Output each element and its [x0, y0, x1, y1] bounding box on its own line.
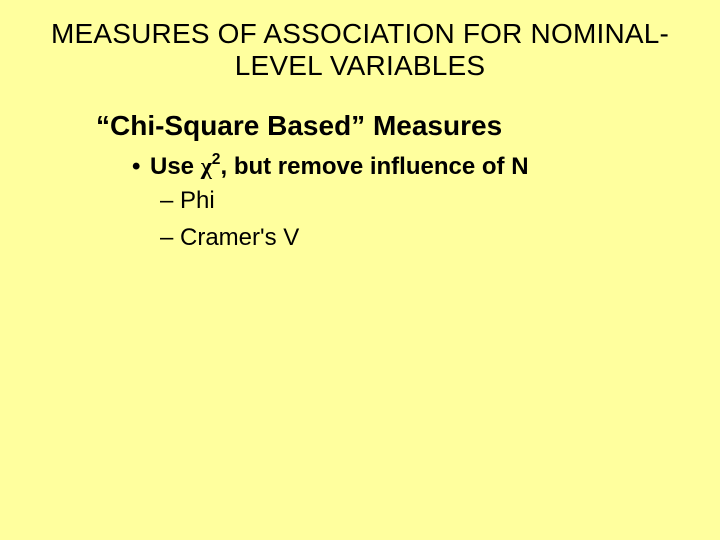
chi-superscript: 2	[212, 151, 221, 168]
sub-item-label: Phi	[180, 187, 215, 214]
bullet-dot: •	[132, 153, 150, 181]
bullet-level-2-item: – Cramer's V	[160, 222, 720, 254]
title-line-1: MEASURES OF ASSOCIATION FOR NOMINAL-	[51, 18, 669, 49]
dash-icon: –	[160, 222, 180, 254]
slide-title: MEASURES OF ASSOCIATION FOR NOMINAL- LEV…	[40, 0, 680, 82]
title-line-2: LEVEL VARIABLES	[235, 50, 485, 81]
bullet-level-1: • Use χ2, but remove influence of N	[132, 152, 720, 181]
bullet1-text-b: , but remove influence of N	[220, 153, 528, 180]
subtitle: “Chi-Square Based” Measures	[96, 110, 720, 142]
chi-symbol: χ	[201, 154, 212, 180]
bullet-level-2-item: – Phi	[160, 185, 720, 217]
dash-icon: –	[160, 185, 180, 217]
slide: MEASURES OF ASSOCIATION FOR NOMINAL- LEV…	[0, 0, 720, 540]
sub-item-label: Cramer's V	[180, 224, 299, 251]
bullet1-text-a: Use	[150, 153, 201, 180]
